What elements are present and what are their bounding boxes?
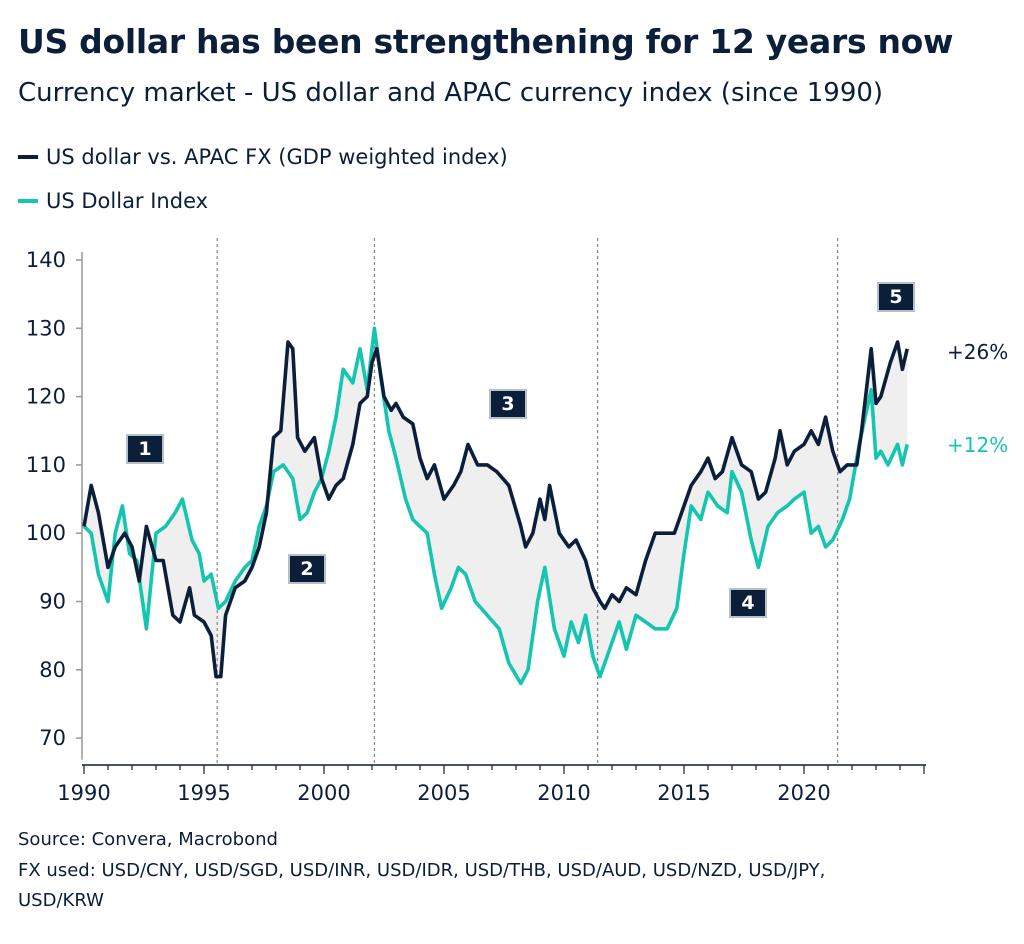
y-tick-label: 130 [26, 316, 66, 340]
chart-title: US dollar has been strengthening for 12 … [18, 22, 954, 61]
annotation-marker-2: 2 [288, 554, 326, 584]
y-tick-label: 70 [39, 726, 66, 750]
x-tick-label: 2000 [297, 781, 350, 805]
usd-apac-series-line [82, 340, 909, 679]
fx-used-note-continued: USD/KRW [18, 890, 104, 911]
x-tick-label: 1990 [57, 781, 110, 805]
x-tick-label: 2010 [537, 781, 590, 805]
x-tick-label: 2005 [417, 781, 470, 805]
x-tick-label: 1995 [177, 781, 230, 805]
legend-swatch-usd-apac [18, 155, 38, 159]
end-label-dxy: +12% [947, 433, 1009, 457]
chart-subtitle: Currency market - US dollar and APAC cur… [18, 78, 884, 108]
fx-used-note: FX used: USD/CNY, USD/SGD, USD/INR, USD/… [18, 860, 826, 881]
shaded-gap-area [84, 328, 908, 684]
y-tick-label: 110 [26, 453, 66, 477]
legend-item-usd-apac: US dollar vs. APAC FX (GDP weighted inde… [18, 145, 508, 169]
legend-label-dxy: US Dollar Index [46, 189, 209, 213]
y-tick-label: 140 [26, 248, 66, 272]
legend-swatch-dxy [18, 199, 38, 203]
end-label-usd-apac: +26% [947, 340, 1009, 364]
x-tick-label: 2020 [777, 781, 830, 805]
y-tick-label: 120 [26, 385, 66, 409]
dxy-series-line [82, 326, 909, 686]
legend-item-dxy: US Dollar Index [18, 189, 208, 213]
x-tick-label: 2015 [657, 781, 710, 805]
y-tick-label: 100 [26, 521, 66, 545]
annotation-marker-3: 3 [489, 389, 527, 419]
annotation-marker-4: 4 [729, 588, 767, 618]
annotation-marker-5: 5 [877, 282, 915, 312]
source-note: Source: Convera, Macrobond [18, 829, 278, 850]
annotation-marker-1: 1 [126, 434, 164, 464]
legend-label-usd-apac: US dollar vs. APAC FX (GDP weighted inde… [46, 145, 508, 169]
y-tick-label: 80 [39, 658, 66, 682]
y-tick-label: 90 [39, 590, 66, 614]
